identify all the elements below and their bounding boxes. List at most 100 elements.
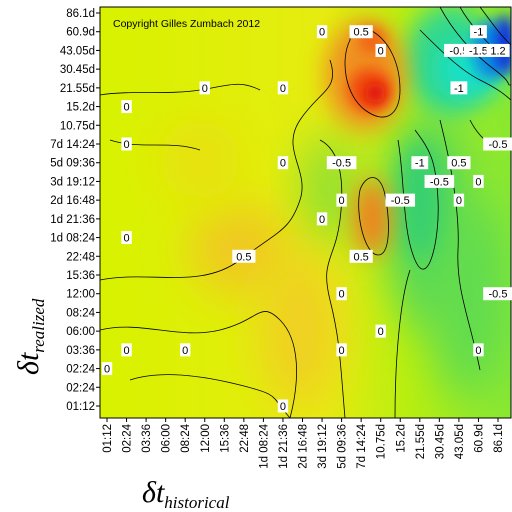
x-tick-label: 86.1d [493, 424, 505, 453]
contour-label: 0 [202, 83, 208, 95]
y-tick-label: 03:36 [66, 345, 95, 357]
x-tick-label: 30.45d [434, 424, 446, 459]
contour-label: -0.5 [332, 158, 351, 170]
y-tick-label: 08:24 [66, 307, 95, 319]
contour-label: 0 [378, 45, 384, 57]
contour-label: 0 [123, 233, 129, 245]
contour-label-background [470, 25, 487, 39]
x-tick-label: 06:00 [161, 424, 173, 453]
contour-label-background [277, 81, 289, 95]
copyright-annotation: Copyright Gilles Zumbach 2012 [113, 18, 260, 30]
contour-label: 0 [339, 289, 345, 301]
contour-label-background [326, 156, 357, 170]
y-tick-label: 02:24 [66, 364, 95, 376]
contour-label: 0 [319, 214, 325, 226]
contour-label-background [101, 362, 113, 376]
plot-frame [99, 6, 512, 419]
contour-label-background [336, 193, 347, 207]
y-axis-ticks: 86.1d 60.9d 43.05d 30.45d 21.55d 15.2d 10.75d 7… [50, 8, 100, 413]
contour-label: 0 [339, 345, 345, 357]
x-tick-label: 3d 19:12 [317, 424, 329, 469]
contour-label: 0 [378, 326, 384, 338]
x-tick-label: 10.75d [376, 424, 388, 459]
contour-label-background [316, 212, 328, 226]
contour-label-background [411, 156, 429, 170]
contour-label: 0 [319, 27, 325, 39]
contour-label: 0 [280, 158, 286, 170]
contour-label: 0 [475, 176, 481, 188]
y-axis-label-symbol: δt [12, 352, 45, 375]
x-tick-label: 7d 14:24 [356, 423, 368, 468]
x-axis-ticks: 01:12 02:24 03:36 06:00 08:24 12:00 15:36 22:48… [102, 418, 505, 469]
contour-label-background [199, 81, 210, 95]
contour-label: -0.5 [449, 45, 468, 57]
y-tick-label: 22:48 [66, 251, 95, 263]
heatmap-field [100, 7, 511, 418]
contour-label: 0 [104, 364, 110, 376]
contour-label: 0 [123, 345, 129, 357]
y-axis-label-subscript: realized [29, 298, 48, 353]
contour-label-background [336, 287, 347, 301]
y-tick-label: 21.55d [60, 83, 95, 95]
contour-label: -1.5 [469, 45, 488, 57]
x-tick-label: 21.55d [415, 424, 427, 459]
x-tick-label: 5d 09:36 [337, 424, 349, 469]
y-tick-label: 15.2d [66, 102, 95, 114]
contour-label-background [473, 343, 484, 357]
y-tick-label: 7d 14:24 [50, 139, 95, 151]
y-tick-label: 5d 09:36 [50, 158, 95, 170]
contour-label-background [277, 399, 289, 413]
svg-text:δtrealized: δtrealized [12, 298, 48, 375]
contour-label-background [121, 137, 132, 151]
y-tick-label: 06:00 [66, 326, 95, 338]
y-axis-label: δtrealized [12, 298, 48, 375]
contour-label-background [424, 174, 455, 188]
y-tick-label: 12:00 [66, 289, 95, 301]
contour-label-background [316, 25, 328, 39]
contour-label-background [349, 25, 373, 39]
contour-label-background [180, 343, 191, 357]
contour-label-background [463, 43, 494, 57]
y-tick-label: 30.45d [60, 64, 95, 76]
contour-label-background [121, 231, 132, 245]
y-tick-label: 60.9d [66, 27, 95, 39]
contour-label-background [473, 174, 484, 188]
contour-label-background [336, 343, 347, 357]
x-tick-label: 1d 08:24 [258, 423, 270, 468]
x-tick-label: 15:36 [219, 424, 231, 453]
contour-label: 0 [280, 83, 286, 95]
contour-label-background [453, 193, 465, 207]
y-tick-label: 43.05d [60, 45, 95, 57]
y-tick-label: 1d 08:24 [50, 233, 95, 245]
svg-text:δthistorical: δthistorical [142, 476, 230, 512]
x-tick-label: 2d 16:48 [298, 424, 310, 469]
x-tick-label: 01:12 [102, 424, 114, 453]
contour-label: 0.5 [236, 251, 251, 263]
contour-label: 1.2 [490, 45, 505, 57]
y-tick-label: 2d 16:48 [50, 195, 95, 207]
x-tick-label: 03:36 [141, 424, 153, 453]
contour-label-background [450, 81, 468, 95]
x-tick-label: 15.2d [395, 424, 407, 453]
contour-label-background [447, 156, 471, 170]
x-tick-label: 43.05d [454, 424, 466, 459]
contour-label: -0.5 [430, 176, 449, 188]
y-tick-label: 02:24 [66, 382, 95, 394]
contour-label: 0 [475, 345, 481, 357]
contour-label-background [483, 137, 512, 151]
y-tick-label: 1d 21:36 [50, 214, 95, 226]
x-tick-label: 12:00 [200, 424, 212, 453]
contour-label-background [375, 324, 386, 338]
y-tick-label: 3d 19:12 [50, 176, 95, 188]
contour-label: 0 [456, 195, 462, 207]
y-tick-label: 15:36 [66, 270, 95, 282]
y-tick-label: 86.1d [66, 8, 95, 20]
contour-label-background [121, 100, 132, 114]
contour-label: 0 [123, 102, 129, 114]
contour-label: 0.5 [354, 27, 369, 39]
x-axis-label-subscript: historical [164, 493, 229, 512]
contour-label-background [385, 193, 416, 207]
contour-label: -0.5 [489, 139, 508, 151]
contour-label-background [277, 156, 289, 170]
